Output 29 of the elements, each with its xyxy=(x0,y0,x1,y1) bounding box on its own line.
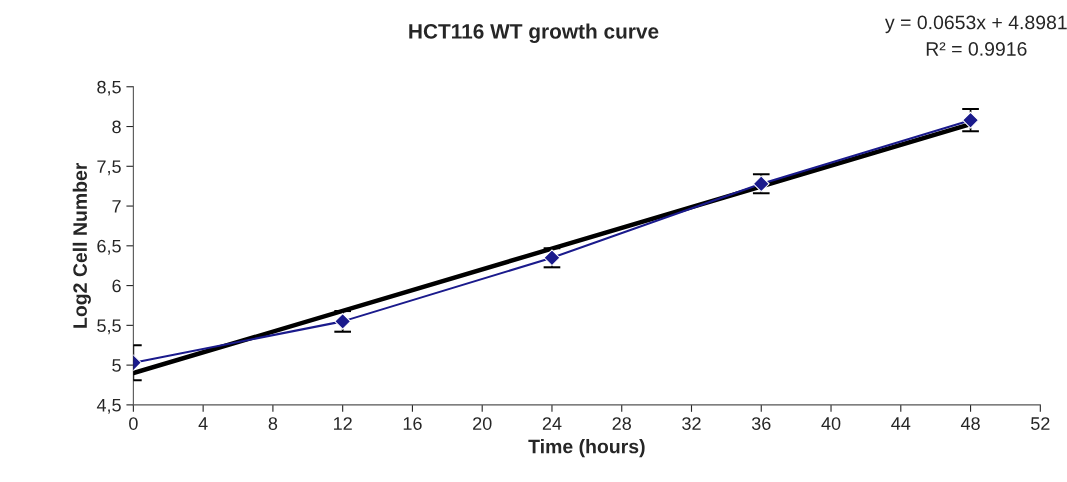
x-tick-label: 52 xyxy=(1031,417,1050,430)
x-tick-label: 12 xyxy=(334,417,352,430)
x-tick-label: 8 xyxy=(268,417,278,430)
x-tick-label: 4 xyxy=(198,417,208,430)
x-tick-label: 28 xyxy=(612,417,631,430)
y-tick-label: 4,5 xyxy=(96,399,121,414)
y-tick-label: 6 xyxy=(112,279,121,293)
x-tick-label: 48 xyxy=(960,417,980,430)
x-tick-label: 0 xyxy=(129,417,138,430)
chart-title: HCT116 WT growth curve xyxy=(409,23,659,43)
point xyxy=(962,111,979,129)
y-tick-label: 7,5 xyxy=(97,160,121,176)
x-axis-title: Time (hours) xyxy=(528,439,645,458)
y-tick-label: 5 xyxy=(112,359,121,372)
x-tick-label: 24 xyxy=(542,417,562,430)
x-tick-label: 16 xyxy=(403,417,422,430)
y-tick-label: 8,5 xyxy=(97,80,121,96)
y-tick-label: 5,5 xyxy=(97,319,121,335)
x-tick-label: 32 xyxy=(682,417,701,430)
text: R² = 0.9916 xyxy=(926,42,1027,56)
x-tick-label: 40 xyxy=(821,417,841,430)
x-tick-label: 20 xyxy=(473,417,492,430)
y-axis-title: Log2 Cell Number xyxy=(72,162,91,328)
y-tick-label: 6,5 xyxy=(97,239,121,255)
y-tick-label: 7 xyxy=(112,200,121,213)
text: y = 0.0653x + 4.8981 xyxy=(885,15,1067,34)
x-tick-label: 44 xyxy=(891,417,911,430)
x-tick-label: 36 xyxy=(751,417,771,430)
y-tick-label: 8 xyxy=(112,120,121,134)
